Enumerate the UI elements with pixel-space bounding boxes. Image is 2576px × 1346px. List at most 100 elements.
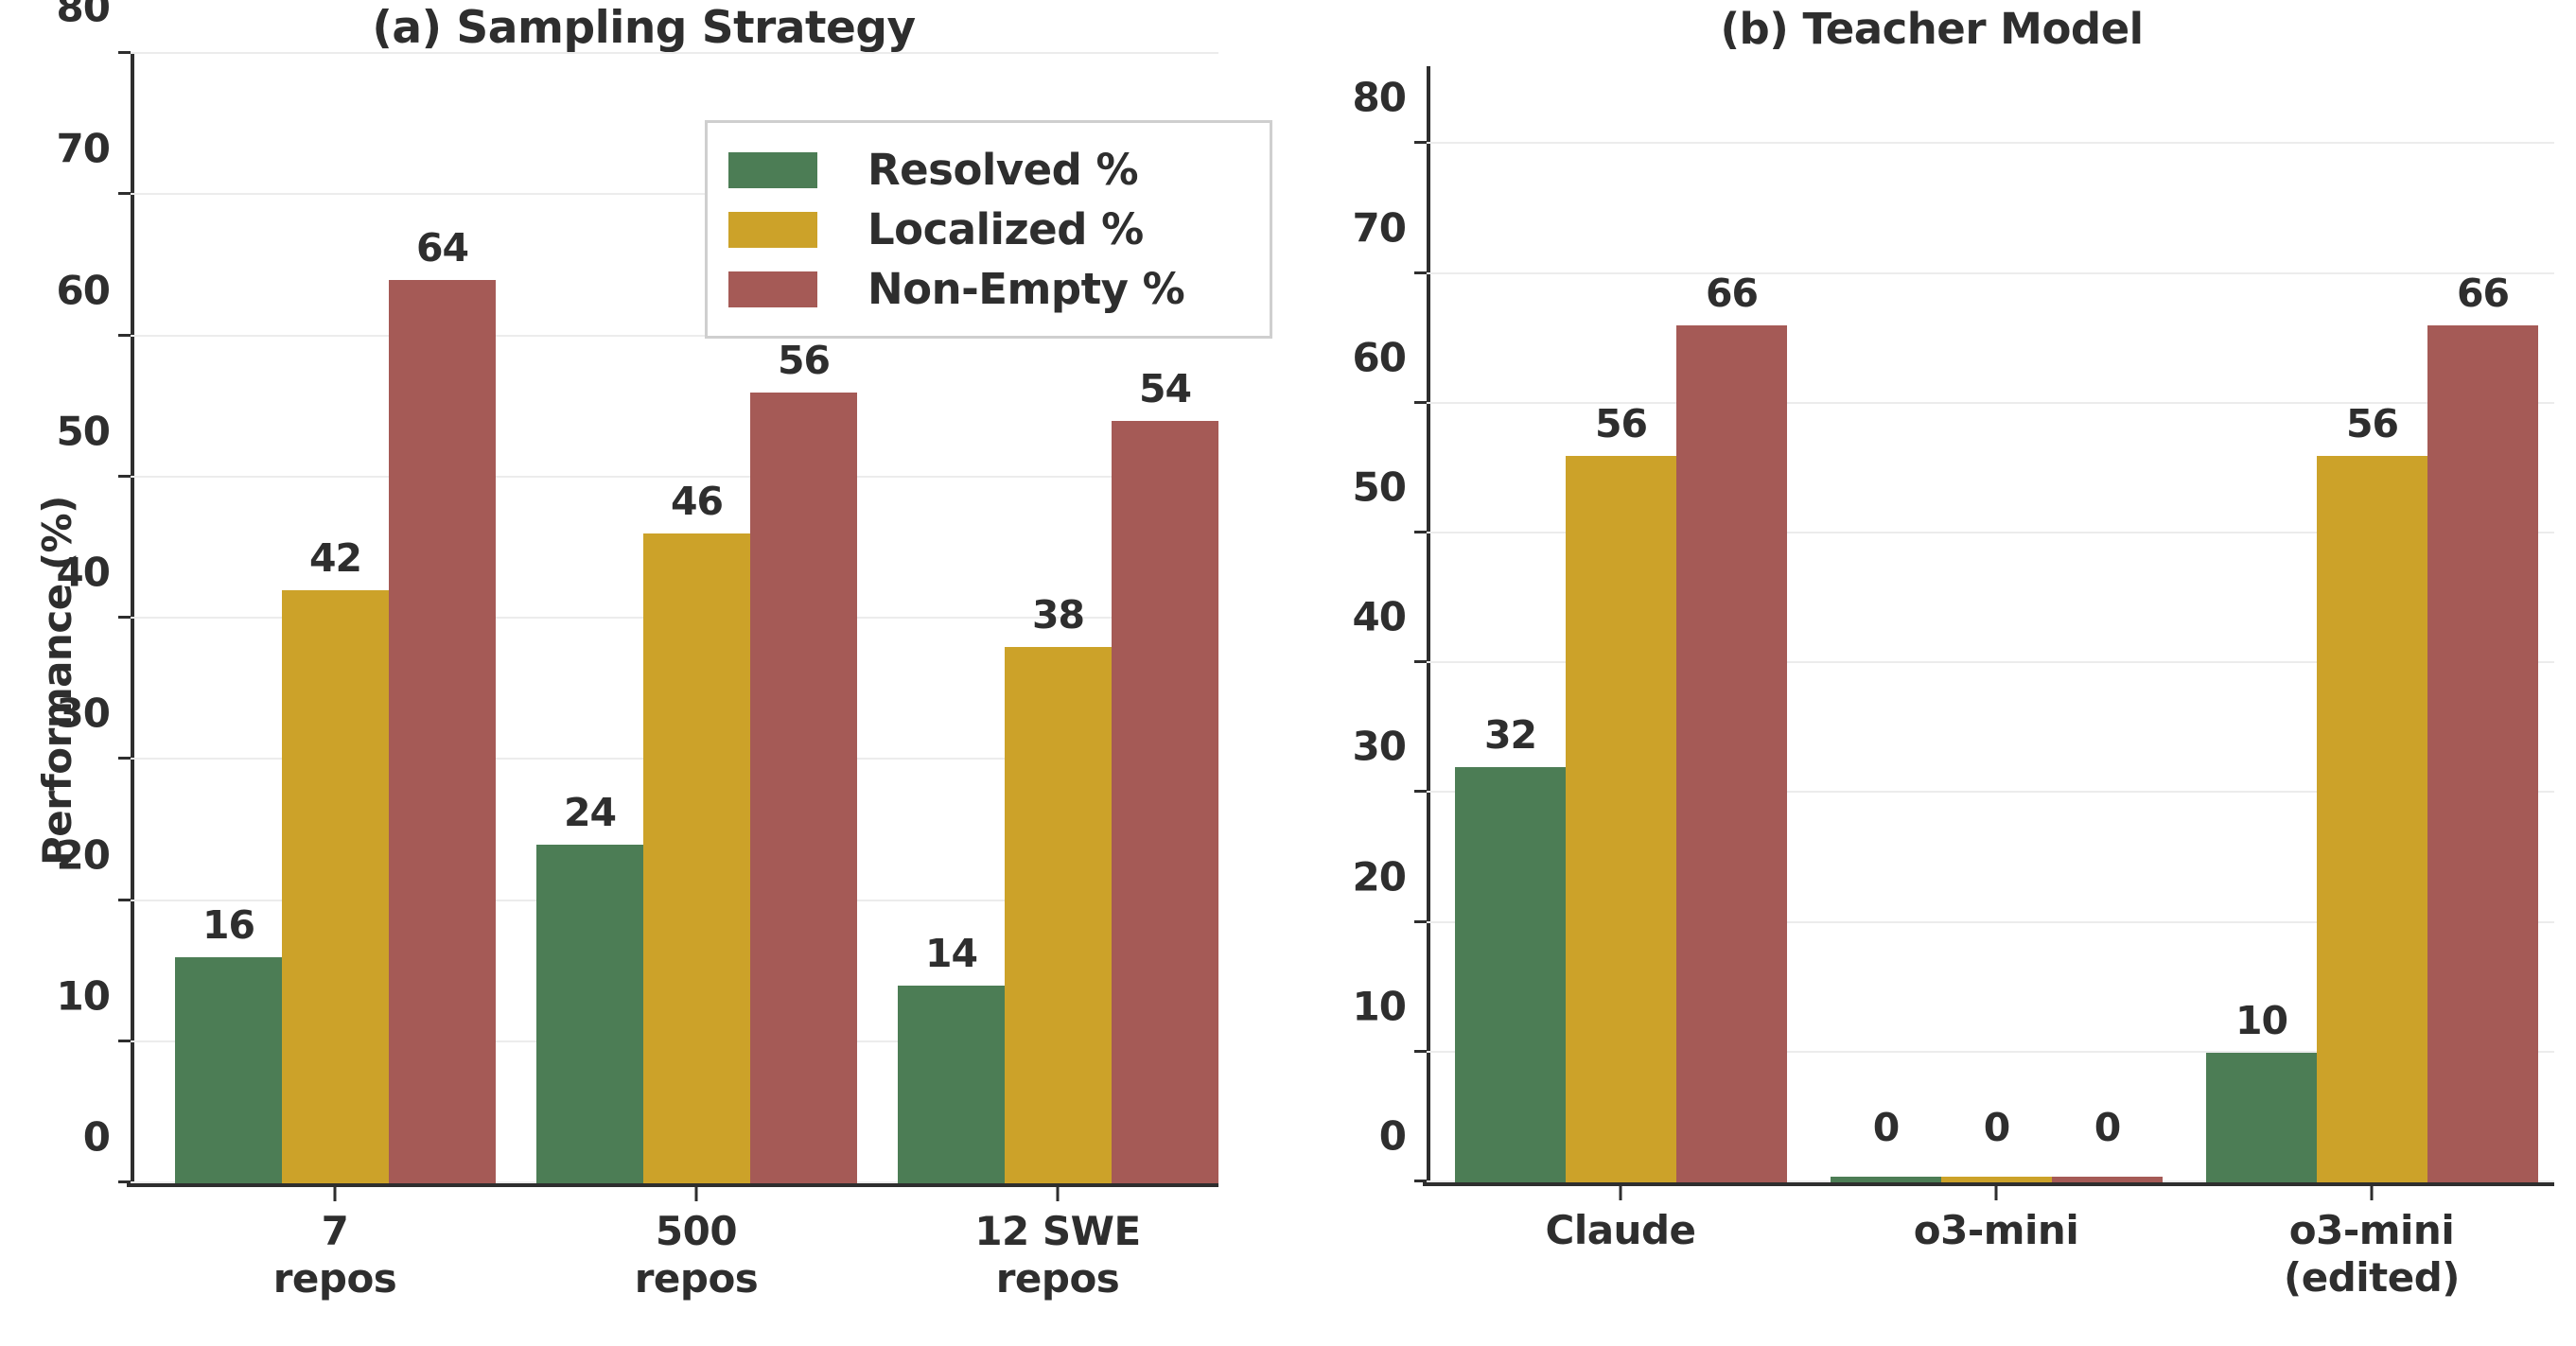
bar-b-g0-resolved[interactable]: 32 bbox=[1455, 712, 1566, 1182]
bar-value-b-g0-nonempty: 66 bbox=[1705, 271, 1759, 317]
panel-a-xtick-mark-1 bbox=[694, 1187, 698, 1201]
bar-value-b-g1-nonempty: 0 bbox=[2094, 1105, 2122, 1150]
panel-b-ytick-mark-10 bbox=[1414, 1049, 1427, 1053]
panel-b-gridline-50 bbox=[1427, 531, 2554, 533]
panel-b-plot-area: 0 10 20 30 40 50 60 70 80 32 56 66 0 bbox=[1353, 66, 2554, 1301]
legend-a-label-nonempty: Non-Empty % bbox=[867, 264, 1185, 314]
panel-b-gridline-80 bbox=[1427, 142, 2554, 145]
bar-b-g2-nonempty[interactable]: 66 bbox=[2427, 271, 2538, 1182]
panel-b-title: (b) Teacher Model bbox=[1720, 4, 2144, 54]
panel-a-ytick-mark-50 bbox=[118, 474, 131, 478]
panel-b-ytick-label-80: 80 bbox=[1352, 74, 1407, 121]
panel-b-ytick-mark-0 bbox=[1414, 1180, 1427, 1182]
panel-b-ytick-label-10: 10 bbox=[1352, 983, 1407, 1030]
bar-value-a-g0-resolved: 16 bbox=[202, 902, 255, 949]
bar-a-g1-nonempty[interactable]: 56 bbox=[750, 338, 857, 1183]
panel-b-ytick-mark-70 bbox=[1414, 271, 1427, 274]
panel-a-ytick-mark-60 bbox=[118, 333, 131, 337]
panel-b-xtick-label-0: Claude bbox=[1545, 1207, 1696, 1254]
panel-a-xtick-label-2: 12 SWE repos bbox=[974, 1208, 1141, 1302]
panel-a-x-axis-line bbox=[127, 1183, 1218, 1187]
panel-a-y-axis-line bbox=[131, 54, 134, 1183]
panel-a-ytick-mark-80 bbox=[118, 51, 131, 54]
bar-b-g1-nonempty[interactable]: 0 bbox=[2052, 1105, 2163, 1182]
panel-a-ytick-mark-40 bbox=[118, 616, 131, 619]
panel-b-ytick-label-50: 50 bbox=[1352, 463, 1407, 511]
panel-a-xtick-mark-2 bbox=[1056, 1187, 1060, 1201]
panel-a-ytick-label-70: 70 bbox=[56, 125, 111, 172]
bar-b-g1-resolved[interactable]: 0 bbox=[1831, 1105, 1941, 1182]
panel-b-xtick-label-1: o3-mini bbox=[1913, 1207, 2079, 1254]
bar-a-g1-localized[interactable]: 46 bbox=[643, 479, 750, 1183]
bar-value-a-g2-nonempty: 54 bbox=[1138, 366, 1192, 412]
bar-value-b-g0-localized: 56 bbox=[1594, 400, 1648, 446]
panel-a-xtick-label-2-line2: repos bbox=[995, 1254, 1120, 1302]
panel-b-gridline-10 bbox=[1427, 1050, 2554, 1053]
panel-a-title: (a) Sampling Strategy bbox=[372, 2, 916, 54]
panel-a-plot-area: 0 10 20 30 40 50 60 70 80 16 42 64 24 bbox=[57, 0, 1218, 1302]
legend-a-row-localized[interactable]: Localized % bbox=[728, 200, 1245, 259]
panel-a-ytick-label-50: 50 bbox=[56, 408, 111, 455]
panel-b-gridline-40 bbox=[1427, 661, 2554, 664]
bar-value-a-g1-localized: 46 bbox=[670, 479, 724, 525]
bar-a-g0-nonempty[interactable]: 64 bbox=[389, 225, 496, 1183]
panel-b-ytick-mark-30 bbox=[1414, 790, 1427, 794]
panel-b-gridline-70 bbox=[1427, 271, 2554, 274]
bar-value-a-g0-localized: 42 bbox=[308, 535, 362, 582]
bar-value-b-g2-resolved: 10 bbox=[2234, 997, 2288, 1043]
panel-a-xtick-label-1: 500 repos bbox=[635, 1208, 759, 1302]
panel-a-ytick-label-60: 60 bbox=[56, 267, 111, 313]
bar-a-g0-resolved[interactable]: 16 bbox=[175, 902, 282, 1183]
panel-b-ytick-mark-20 bbox=[1414, 919, 1427, 923]
panel-a-xtick-label-1-line1: 500 bbox=[655, 1208, 738, 1254]
panel-b-x-axis-line bbox=[1423, 1182, 2554, 1186]
panel-a-xtick-label-0-line1: 7 bbox=[321, 1208, 349, 1254]
bar-b-g1-localized[interactable]: 0 bbox=[1941, 1105, 2052, 1182]
bar-b-g2-resolved[interactable]: 10 bbox=[2206, 998, 2317, 1182]
panel-a-xtick-label-0: 7 repos bbox=[273, 1208, 397, 1302]
panel-b-ytick-label-20: 20 bbox=[1352, 853, 1407, 900]
panel-a-gridline-80 bbox=[131, 52, 1218, 54]
panel-a-ytick-label-40: 40 bbox=[56, 549, 111, 596]
bar-value-a-g1-resolved: 24 bbox=[563, 789, 617, 835]
legend-a-swatch-nonempty-icon bbox=[728, 271, 817, 307]
legend-a-swatch-resolved-icon bbox=[728, 151, 817, 188]
panel-b-xtick-mark-0 bbox=[1619, 1186, 1622, 1200]
bar-a-g1-resolved[interactable]: 24 bbox=[536, 790, 643, 1183]
panel-b-gridline-20 bbox=[1427, 920, 2554, 923]
panel-a-xtick-label-0-line2: repos bbox=[272, 1254, 397, 1302]
bar-value-a-g0-nonempty: 64 bbox=[415, 224, 469, 271]
bar-a-g2-resolved[interactable]: 14 bbox=[898, 931, 1005, 1183]
panel-b-ytick-label-40: 40 bbox=[1352, 593, 1407, 640]
panel-b-xtick-label-2-line2: (edited) bbox=[2284, 1253, 2460, 1301]
panel-b-xtick-label-1-line1: o3-mini bbox=[1913, 1207, 2079, 1253]
panel-a-gridline-60 bbox=[131, 334, 1218, 337]
bar-b-g0-localized[interactable]: 56 bbox=[1566, 401, 1676, 1182]
panel-b-ytick-label-60: 60 bbox=[1352, 334, 1407, 381]
bar-value-b-g0-resolved: 32 bbox=[1483, 711, 1537, 758]
legend-a-swatch-localized-icon bbox=[728, 211, 817, 248]
bar-a-g2-nonempty[interactable]: 54 bbox=[1112, 366, 1218, 1183]
panel-b-xtick-label-0-line1: Claude bbox=[1545, 1207, 1696, 1253]
panel-a-xtick-label-2-line1: 12 SWE bbox=[974, 1208, 1141, 1254]
panel-a-ytick-mark-70 bbox=[118, 192, 131, 196]
bar-value-b-g2-nonempty: 66 bbox=[2456, 271, 2510, 317]
panel-teacher-model: (b) Teacher Model Performance (%) bbox=[1288, 0, 2576, 1346]
legend-a-row-resolved[interactable]: Resolved % bbox=[728, 140, 1245, 200]
panel-b-xtick-label-2-line1: o3-mini bbox=[2288, 1207, 2455, 1253]
bar-a-g0-localized[interactable]: 42 bbox=[282, 535, 389, 1183]
panel-b-gridline-60 bbox=[1427, 401, 2554, 404]
bar-b-g2-localized[interactable]: 56 bbox=[2317, 401, 2427, 1182]
panel-sampling-strategy: (a) Sampling Strategy Performance (%) bbox=[34, 0, 1272, 1302]
panel-a-ytick-label-30: 30 bbox=[56, 690, 111, 737]
panel-b-ytick-mark-60 bbox=[1414, 400, 1427, 404]
panel-a-gridline-70 bbox=[131, 193, 1218, 196]
bar-b-g0-nonempty[interactable]: 66 bbox=[1676, 271, 1787, 1182]
legend-a-row-nonempty[interactable]: Non-Empty % bbox=[728, 259, 1245, 319]
panel-b-ytick-mark-50 bbox=[1414, 530, 1427, 533]
panel-b-ytick-mark-40 bbox=[1414, 660, 1427, 664]
panel-b-gridline-30 bbox=[1427, 791, 2554, 794]
bar-a-g2-localized[interactable]: 38 bbox=[1005, 592, 1112, 1183]
bar-value-a-g2-resolved: 14 bbox=[924, 931, 978, 977]
bar-value-b-g1-localized: 0 bbox=[1983, 1105, 2011, 1150]
